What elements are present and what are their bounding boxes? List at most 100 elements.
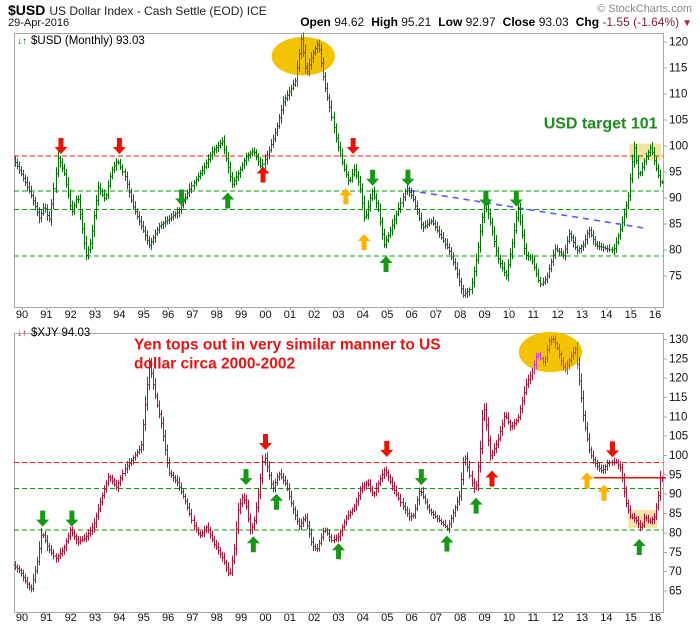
x-tick-label: 99: [235, 309, 247, 321]
down-arrow-icon: [479, 190, 493, 207]
x-tick-label: 01: [284, 309, 296, 321]
plot-area-border: [14, 333, 664, 613]
x-tick-label: 08: [454, 612, 466, 624]
close-label: Close: [502, 15, 536, 29]
x-tick-label: 13: [576, 612, 588, 624]
down-arrow-icon: [259, 433, 272, 450]
x-tick-label: 16: [649, 309, 661, 321]
up-arrow-icon: [597, 484, 611, 501]
x-tick-label: 97: [186, 309, 198, 321]
up-arrow-icon: [269, 493, 283, 510]
symbol: $USD: [8, 2, 46, 18]
x-tick-label: 10: [503, 612, 515, 624]
annotation-text: Yen tops out in very similar manner to U…: [134, 337, 441, 354]
up-arrow-icon: [339, 188, 353, 205]
y-tick-label: 75: [669, 547, 682, 559]
y-tick-label: 85: [669, 508, 682, 520]
up-arrow-icon: [379, 255, 393, 272]
panel-symbol-label: $USD (Monthly) 93.03: [31, 35, 145, 47]
x-tick-label: 13: [576, 309, 588, 321]
price-bars: [13, 357, 665, 593]
up-arrow-icon: [485, 470, 499, 487]
y-tick-label: 110: [669, 411, 687, 423]
x-tick-label: 93: [89, 612, 101, 624]
header-title-row: $USD US Dollar Index - Cash Settle (EOD) …: [8, 2, 692, 18]
y-tick-label: 110: [669, 89, 687, 101]
quote-values: Open 94.62 High 95.21 Low 92.97 Close 93.03…: [293, 15, 692, 29]
up-arrow-icon: [256, 166, 270, 183]
x-tick-label: 03: [332, 309, 344, 321]
x-tick-label: 91: [40, 309, 52, 321]
highlight-rect: [629, 143, 662, 161]
x-tick-label: 96: [162, 309, 174, 321]
y-tick-label: 95: [669, 167, 682, 179]
down-arrow-icon: [174, 189, 188, 206]
price-bars-highlighted: [295, 32, 326, 87]
y-tick-label: 90: [669, 193, 682, 205]
updown-arrows-icon: ↓↑: [17, 328, 27, 339]
down-arrow-icon: [36, 510, 50, 527]
x-tick-label: 99: [235, 612, 247, 624]
open-value: 94.62: [334, 15, 365, 29]
plot-area-border: [14, 33, 664, 308]
y-tick-label: 90: [669, 489, 682, 501]
low-value: 92.97: [465, 15, 496, 29]
y-tick-label: 85: [669, 219, 682, 231]
down-arrow-icon: [239, 469, 253, 486]
x-tick-label: 91: [40, 612, 52, 624]
x-tick-label: 93: [89, 309, 101, 321]
up-arrow-icon: [357, 234, 371, 251]
y-tick-label: 75: [669, 271, 682, 283]
x-tick-label: 07: [430, 612, 442, 624]
x-tick-label: 00: [259, 309, 271, 321]
x-tick-label: 15: [625, 612, 637, 624]
y-tick-label: 105: [669, 431, 688, 443]
y-tick-label: 70: [669, 566, 682, 578]
x-tick-label: 07: [430, 309, 442, 321]
down-arrow-icon: [380, 440, 394, 457]
price-bars: [13, 72, 665, 299]
down-arrow-icon: [54, 138, 68, 155]
header-quote-row: 29-Apr-2016 Open 94.62 High 95.21 Low 92.9…: [8, 15, 692, 29]
up-arrow-icon: [469, 497, 483, 514]
x-tick-label: 14: [600, 612, 612, 624]
y-tick-label: 115: [669, 392, 687, 404]
highlight-ellipse: [518, 331, 583, 373]
x-tick-label: 01: [284, 612, 296, 624]
x-tick-label: 12: [552, 612, 564, 624]
down-arrow-icon: [414, 469, 428, 486]
usd-chart-svg: USD target 101 90 91 92 93 94 95 96 97 98 99 00 01 02…: [13, 32, 688, 321]
x-tick-label: 95: [138, 309, 150, 321]
x-tick-label: 92: [65, 309, 77, 321]
x-tick-label: 09: [479, 612, 491, 624]
close-value: 93.03: [538, 15, 569, 29]
quote-date: 29-Apr-2016: [8, 17, 70, 29]
x-tick-label: 11: [528, 309, 539, 321]
y-tick-label: 105: [669, 115, 688, 127]
annotation-text: dollar circa 2000-2002: [134, 356, 295, 373]
y-tick-label: 65: [669, 585, 682, 597]
instrument-name: US Dollar Index - Cash Settle (EOD) ICE: [49, 4, 267, 18]
x-tick-label: 92: [65, 612, 77, 624]
y-tick-label: 80: [669, 245, 682, 257]
x-tick-label: 04: [357, 309, 369, 321]
open-label: Open: [300, 15, 331, 29]
x-tick-label: 03: [332, 612, 344, 624]
x-tick-label: 97: [186, 612, 198, 624]
x-tick-label: 00: [259, 612, 271, 624]
y-tick-label: 125: [669, 353, 688, 365]
up-arrow-icon: [580, 472, 594, 489]
price-bars-highlighted: [532, 334, 580, 375]
x-tick-label: 05: [381, 309, 393, 321]
x-tick-label: 90: [16, 612, 28, 624]
down-arrow-icon: [366, 169, 380, 186]
xjy-chart-panel: Yen tops out in very similar manner to U…: [0, 321, 700, 624]
high-value: 95.21: [401, 15, 432, 29]
up-arrow-icon: [246, 536, 260, 553]
x-tick-label: 06: [405, 612, 417, 624]
x-tick-label: 06: [405, 309, 417, 321]
x-tick-label: 16: [649, 612, 661, 624]
x-tick-label: 02: [308, 309, 320, 321]
chg-value: -1.55 (-1.64%): [602, 15, 680, 29]
